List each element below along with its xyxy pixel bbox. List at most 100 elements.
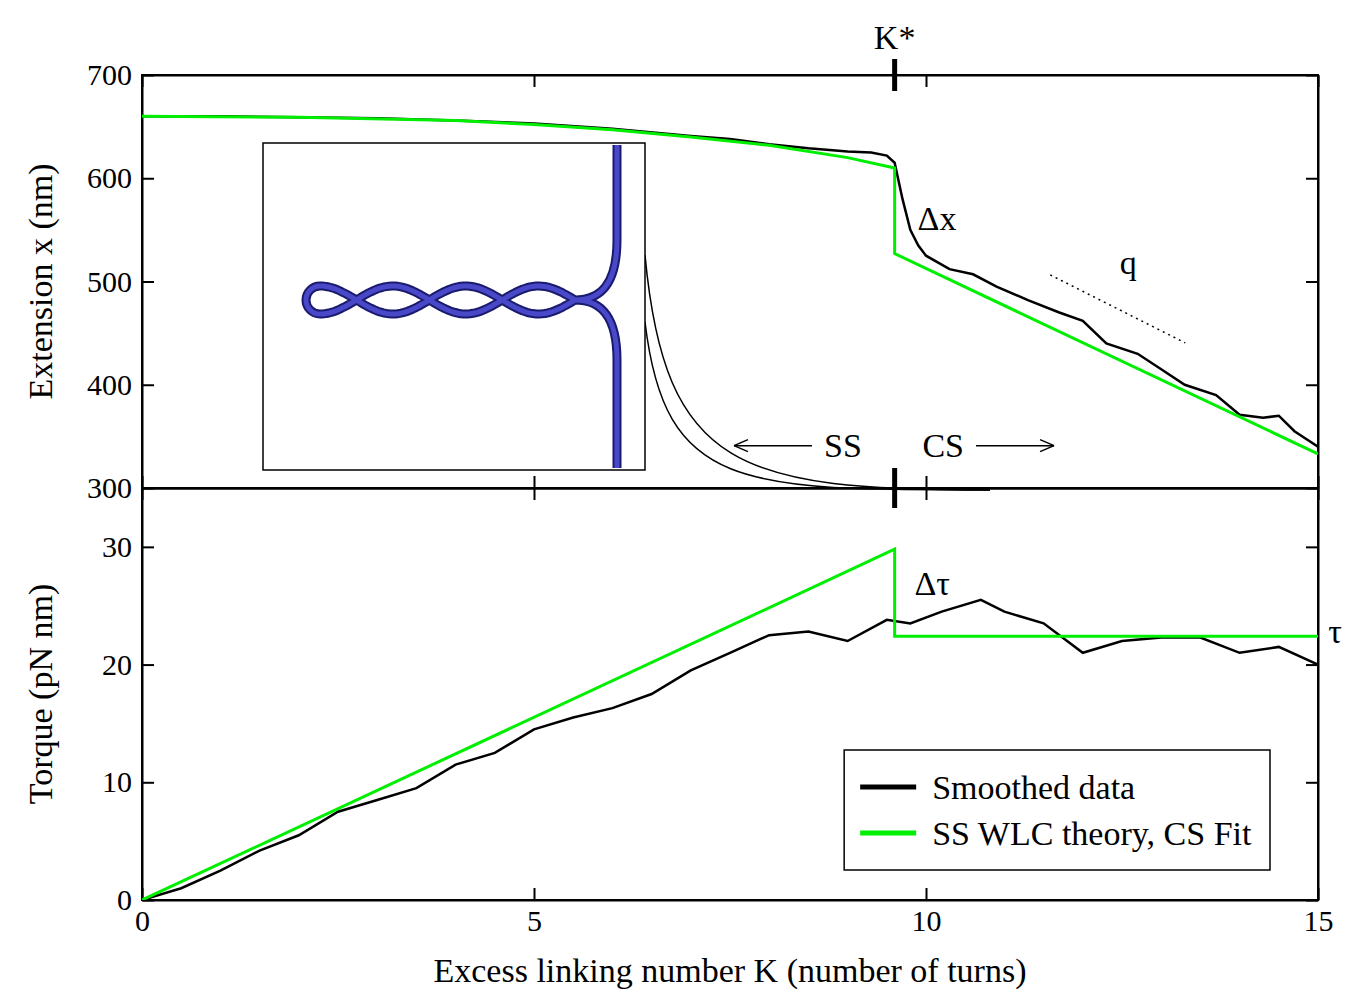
annotation-arrow <box>976 440 1054 452</box>
y-axis-right-tick <box>1306 547 1318 548</box>
annotation-arrow <box>734 440 812 452</box>
y-axis-tick-mark <box>142 281 154 283</box>
y-axis-right-tick <box>1306 782 1318 783</box>
y-axis-tick-mark <box>142 75 154 77</box>
plectoneme-outline <box>306 145 617 468</box>
x-axis-title: Excess linking number K (number of turns… <box>434 952 1027 990</box>
plot-area <box>142 116 1318 454</box>
y-axis-tick-label: 0 <box>117 883 132 916</box>
series-line <box>142 116 1318 454</box>
x-axis-line <box>143 900 1319 902</box>
x-axis-top-tick-mark <box>926 75 928 87</box>
annotation: K* <box>874 19 916 56</box>
legend-frame <box>844 750 1270 870</box>
x-axis-tick-label: 10 <box>912 904 942 937</box>
x-axis-top-tick-mark <box>534 488 536 500</box>
x-axis-top-tick <box>534 488 535 500</box>
x-axis-top-line <box>143 488 1319 490</box>
plectoneme <box>306 145 617 468</box>
y-axis: 300 400 500 600 700 <box>87 58 154 504</box>
arrow-shaft <box>734 445 812 447</box>
y-axis-tick-label: 700 <box>87 58 132 91</box>
annotation: τ <box>1328 613 1342 650</box>
y-axis-tick: 30 <box>102 530 154 563</box>
chart: 300400500600700Extension x (nm)K*ΔxqSSCS… <box>0 0 1368 1002</box>
arrow-head <box>1040 440 1054 452</box>
y-axis-tick-label: 10 <box>102 765 132 798</box>
y-axis-right-tick-mark <box>1306 384 1318 386</box>
y-axis-tick: 10 <box>102 765 154 798</box>
x-axis-top-tick <box>534 75 535 87</box>
panel: 0 5 10 15 0 10 20 30 Torque (pN nm) Excess linkin… <box>22 488 1342 990</box>
legend-swatch <box>860 785 916 790</box>
inset-frame <box>263 143 645 470</box>
plot-area <box>142 549 1318 900</box>
inset <box>263 143 990 490</box>
legend: Smoothed data SS WLC theory, CS Fit <box>844 750 1270 870</box>
x-axis-top <box>143 75 1319 87</box>
plot-frame <box>142 488 1318 900</box>
legend-label: SS WLC theory, CS Fit <box>932 815 1252 852</box>
legend-swatch <box>860 831 916 836</box>
y-axis-tick-mark <box>142 178 154 180</box>
x-axis-tick-label: 5 <box>527 904 542 937</box>
x-axis-tick <box>534 476 535 488</box>
x-axis-line <box>143 488 1319 490</box>
panel: 300400500600700Extension x (nm)K*ΔxqSSCS <box>22 19 1319 508</box>
x-axis-top-tick-mark <box>926 488 928 500</box>
x-axis-tick-mark <box>926 888 928 900</box>
y-axis-tick: 0 <box>117 883 154 916</box>
y-axis-title: Extension x (nm) <box>22 163 60 399</box>
y-axis-right <box>1306 76 1319 489</box>
y-axis-tick-label: 400 <box>87 368 132 401</box>
x-axis-tick <box>926 476 927 488</box>
x-axis-tick-label: 15 <box>1304 904 1334 937</box>
y-axis-right-tick <box>1306 385 1318 386</box>
arrow-shaft <box>976 445 1054 447</box>
y-axis-tick: 500 <box>87 265 154 298</box>
y-axis-tick: 20 <box>102 648 154 681</box>
y-axis-right-tick <box>1306 75 1318 76</box>
y-axis-right-tick <box>1306 900 1318 901</box>
x-axis-tick-mark <box>534 476 536 488</box>
y-axis: 0 10 20 30 <box>102 489 154 917</box>
inset-pointer <box>645 255 990 490</box>
x-axis <box>143 476 1319 489</box>
y-axis-tick: 700 <box>87 58 154 91</box>
x-axis-tick: 5 <box>527 888 542 937</box>
x-axis-tick-mark <box>926 476 928 488</box>
y-axis-tick-mark <box>142 546 154 548</box>
y-axis-right-tick-mark <box>1306 782 1318 784</box>
x-axis-top <box>143 488 1319 500</box>
x-axis-top-line <box>143 75 1319 77</box>
x-axis-tick-mark <box>534 888 536 900</box>
plot-frame <box>142 75 1318 488</box>
annotation: SS <box>824 427 862 464</box>
y-axis-right-tick-mark <box>1306 178 1318 180</box>
inset-pointer <box>645 322 990 490</box>
y-axis-tick-mark <box>142 664 154 666</box>
y-axis-tick-label: 600 <box>87 161 132 194</box>
series-line <box>142 549 1318 900</box>
y-axis-right-tick-mark <box>1306 75 1318 77</box>
series-line <box>142 600 1318 900</box>
y-axis-tick-label: 300 <box>87 471 132 504</box>
y-axis-tick-label: 30 <box>102 530 132 563</box>
y-axis-right-tick-mark <box>1306 900 1318 902</box>
y-axis-line <box>142 489 144 901</box>
y-axis-tick-mark <box>142 782 154 784</box>
legend-label: Smoothed data <box>932 769 1135 806</box>
y-axis-right-tick <box>1306 282 1318 283</box>
y-axis-tick: 400 <box>87 368 154 401</box>
annotation: Δx <box>918 200 957 237</box>
arrow-head <box>734 440 748 452</box>
annotation: CS <box>922 427 964 464</box>
y-axis-right-tick <box>1306 178 1318 179</box>
y-axis-tick-label: 20 <box>102 648 132 681</box>
y-axis-tick: 600 <box>87 161 154 194</box>
y-axis-title: Torque (pN nm) <box>22 584 60 804</box>
series-line <box>142 116 1318 446</box>
y-axis-tick-label: 500 <box>87 265 132 298</box>
x-axis-top-tick <box>926 488 927 500</box>
slope-indicator <box>1050 275 1185 343</box>
